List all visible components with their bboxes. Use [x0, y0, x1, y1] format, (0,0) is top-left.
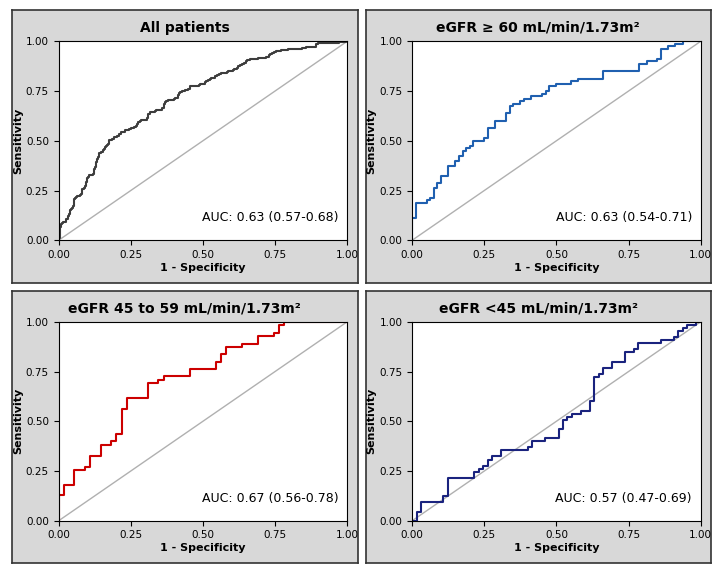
- Y-axis label: Sensitivity: Sensitivity: [13, 388, 23, 454]
- Text: AUC: 0.57 (0.47-0.69): AUC: 0.57 (0.47-0.69): [555, 492, 692, 505]
- Text: AUC: 0.63 (0.57-0.68): AUC: 0.63 (0.57-0.68): [202, 211, 338, 225]
- X-axis label: 1 - Specificity: 1 - Specificity: [160, 543, 246, 554]
- X-axis label: 1 - Specificity: 1 - Specificity: [513, 263, 599, 273]
- Text: AUC: 0.63 (0.54-0.71): AUC: 0.63 (0.54-0.71): [555, 211, 692, 225]
- Text: eGFR <45 mL/min/1.73m²: eGFR <45 mL/min/1.73m²: [439, 301, 638, 315]
- Text: All patients: All patients: [140, 21, 230, 35]
- X-axis label: 1 - Specificity: 1 - Specificity: [513, 543, 599, 554]
- Y-axis label: Sensitivity: Sensitivity: [13, 108, 23, 174]
- Text: eGFR ≥ 60 mL/min/1.73m²: eGFR ≥ 60 mL/min/1.73m²: [437, 21, 640, 35]
- Text: AUC: 0.67 (0.56-0.78): AUC: 0.67 (0.56-0.78): [202, 492, 338, 505]
- X-axis label: 1 - Specificity: 1 - Specificity: [160, 263, 246, 273]
- Y-axis label: Sensitivity: Sensitivity: [367, 108, 377, 174]
- Y-axis label: Sensitivity: Sensitivity: [367, 388, 377, 454]
- Text: eGFR 45 to 59 mL/min/1.73m²: eGFR 45 to 59 mL/min/1.73m²: [69, 301, 301, 315]
